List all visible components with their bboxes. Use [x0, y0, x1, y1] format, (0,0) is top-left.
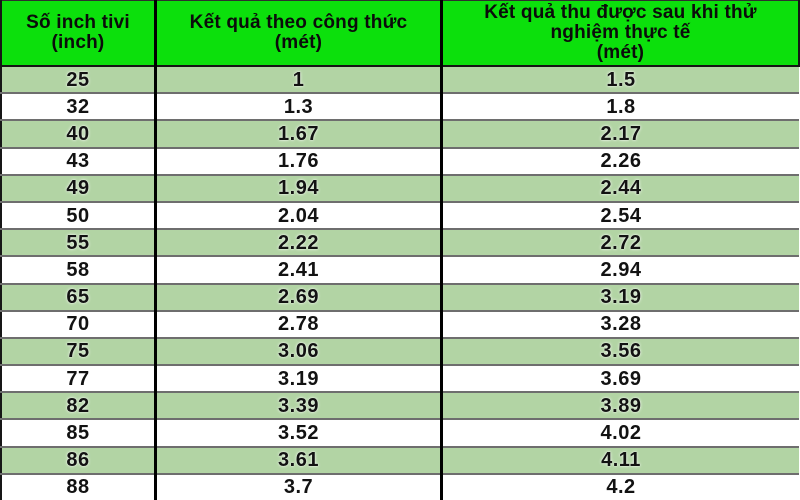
cell-formula-value: 1.94: [154, 173, 442, 202]
cell-formula-value: 1.3: [154, 92, 442, 121]
cell-formula-value: 2.78: [154, 309, 442, 338]
cell-actual-value: 3.28: [440, 309, 799, 338]
cell-inch-value: 88: [1, 472, 156, 500]
cell-inch-value: 49: [1, 173, 156, 202]
cell-actual-value: 4.02: [440, 418, 799, 447]
cell-inch-value: 85: [1, 418, 156, 447]
cell-actual-value: 3.19: [440, 282, 799, 311]
cell-inch-value: 77: [1, 364, 156, 393]
cell-actual-value: 3.56: [440, 336, 799, 366]
cell-actual-value: 3.69: [440, 364, 799, 393]
table-row: 82 3.39 3.89: [1, 391, 799, 420]
table-row: 70 2.78 3.28: [1, 309, 799, 338]
cell-formula-value: 1.67: [154, 119, 442, 148]
cell-inch-value: 50: [1, 200, 156, 230]
cell-actual-value: 2.17: [440, 119, 799, 148]
cell-formula-value: 2.69: [154, 282, 442, 311]
table-row: 77 3.19 3.69: [1, 364, 799, 393]
table-row: 58 2.41 2.94: [1, 255, 799, 284]
cell-actual-value: 1.5: [440, 64, 799, 94]
cell-actual-value: 2.54: [440, 200, 799, 230]
cell-formula-value: 2.41: [154, 255, 442, 284]
cell-formula-value: 2.22: [154, 228, 442, 257]
cell-actual-value: 4.11: [440, 445, 799, 474]
table-row: 55 2.22 2.72: [1, 228, 799, 257]
cell-actual-value: 1.8: [440, 92, 799, 121]
header-cell-inch: Số inch tivi (inch): [1, 0, 156, 67]
table-row: 88 3.7 4.2: [1, 472, 799, 500]
cell-actual-value: 2.94: [440, 255, 799, 284]
cell-formula-value: 3.39: [154, 391, 442, 420]
cell-actual-value: 4.2: [440, 472, 799, 500]
cell-inch-value: 32: [1, 92, 156, 121]
cell-formula-value: 2.04: [154, 200, 442, 230]
table-row: 85 3.52 4.02: [1, 418, 799, 447]
cell-formula-value: 3.61: [154, 445, 442, 474]
cell-actual-value: 2.72: [440, 228, 799, 257]
table-row: 32 1.3 1.8: [1, 92, 799, 121]
cell-inch-value: 82: [1, 391, 156, 420]
table-row: 86 3.61 4.11: [1, 445, 799, 474]
cell-inch-value: 75: [1, 336, 156, 366]
table-row: 40 1.67 2.17: [1, 119, 799, 148]
cell-formula-value: 3.06: [154, 336, 442, 366]
cell-inch-value: 86: [1, 445, 156, 474]
cell-formula-value: 1: [154, 64, 442, 94]
table-body: 25 1 1.5 32 1.3 1.8 40 1.67 2.17 43: [1, 64, 799, 500]
cell-inch-value: 58: [1, 255, 156, 284]
cell-actual-value: 2.26: [440, 146, 799, 175]
cell-formula-value: 3.19: [154, 364, 442, 393]
cell-formula-value: 3.7: [154, 472, 442, 500]
table-row: 50 2.04 2.54: [1, 200, 799, 230]
cell-inch-value: 40: [1, 119, 156, 148]
header-row: Số inch tivi (inch) Kết quả theo công th…: [1, 0, 800, 67]
header-cell-formula: Kết quả theo công thức (mét): [154, 0, 442, 67]
cell-inch-value: 25: [1, 64, 156, 94]
table-row: 25 1 1.5: [1, 64, 799, 94]
header-cell-actual: Kết quả thu được sau khi thử nghiệm thực…: [440, 0, 800, 67]
cell-inch-value: 65: [1, 282, 156, 311]
cell-actual-value: 3.89: [440, 391, 799, 420]
cell-inch-value: 43: [1, 146, 156, 175]
cell-inch-value: 70: [1, 309, 156, 338]
table-header: Số inch tivi (inch) Kết quả theo công th…: [1, 0, 800, 67]
cell-inch-value: 55: [1, 228, 156, 257]
cell-actual-value: 2.44: [440, 173, 799, 202]
cell-formula-value: 3.52: [154, 418, 442, 447]
table-row: 43 1.76 2.26: [1, 146, 799, 175]
table-row: 65 2.69 3.19: [1, 282, 799, 311]
cell-formula-value: 1.76: [154, 146, 442, 175]
table-row: 75 3.06 3.56: [1, 336, 799, 366]
table-row: 49 1.94 2.44: [1, 173, 799, 202]
